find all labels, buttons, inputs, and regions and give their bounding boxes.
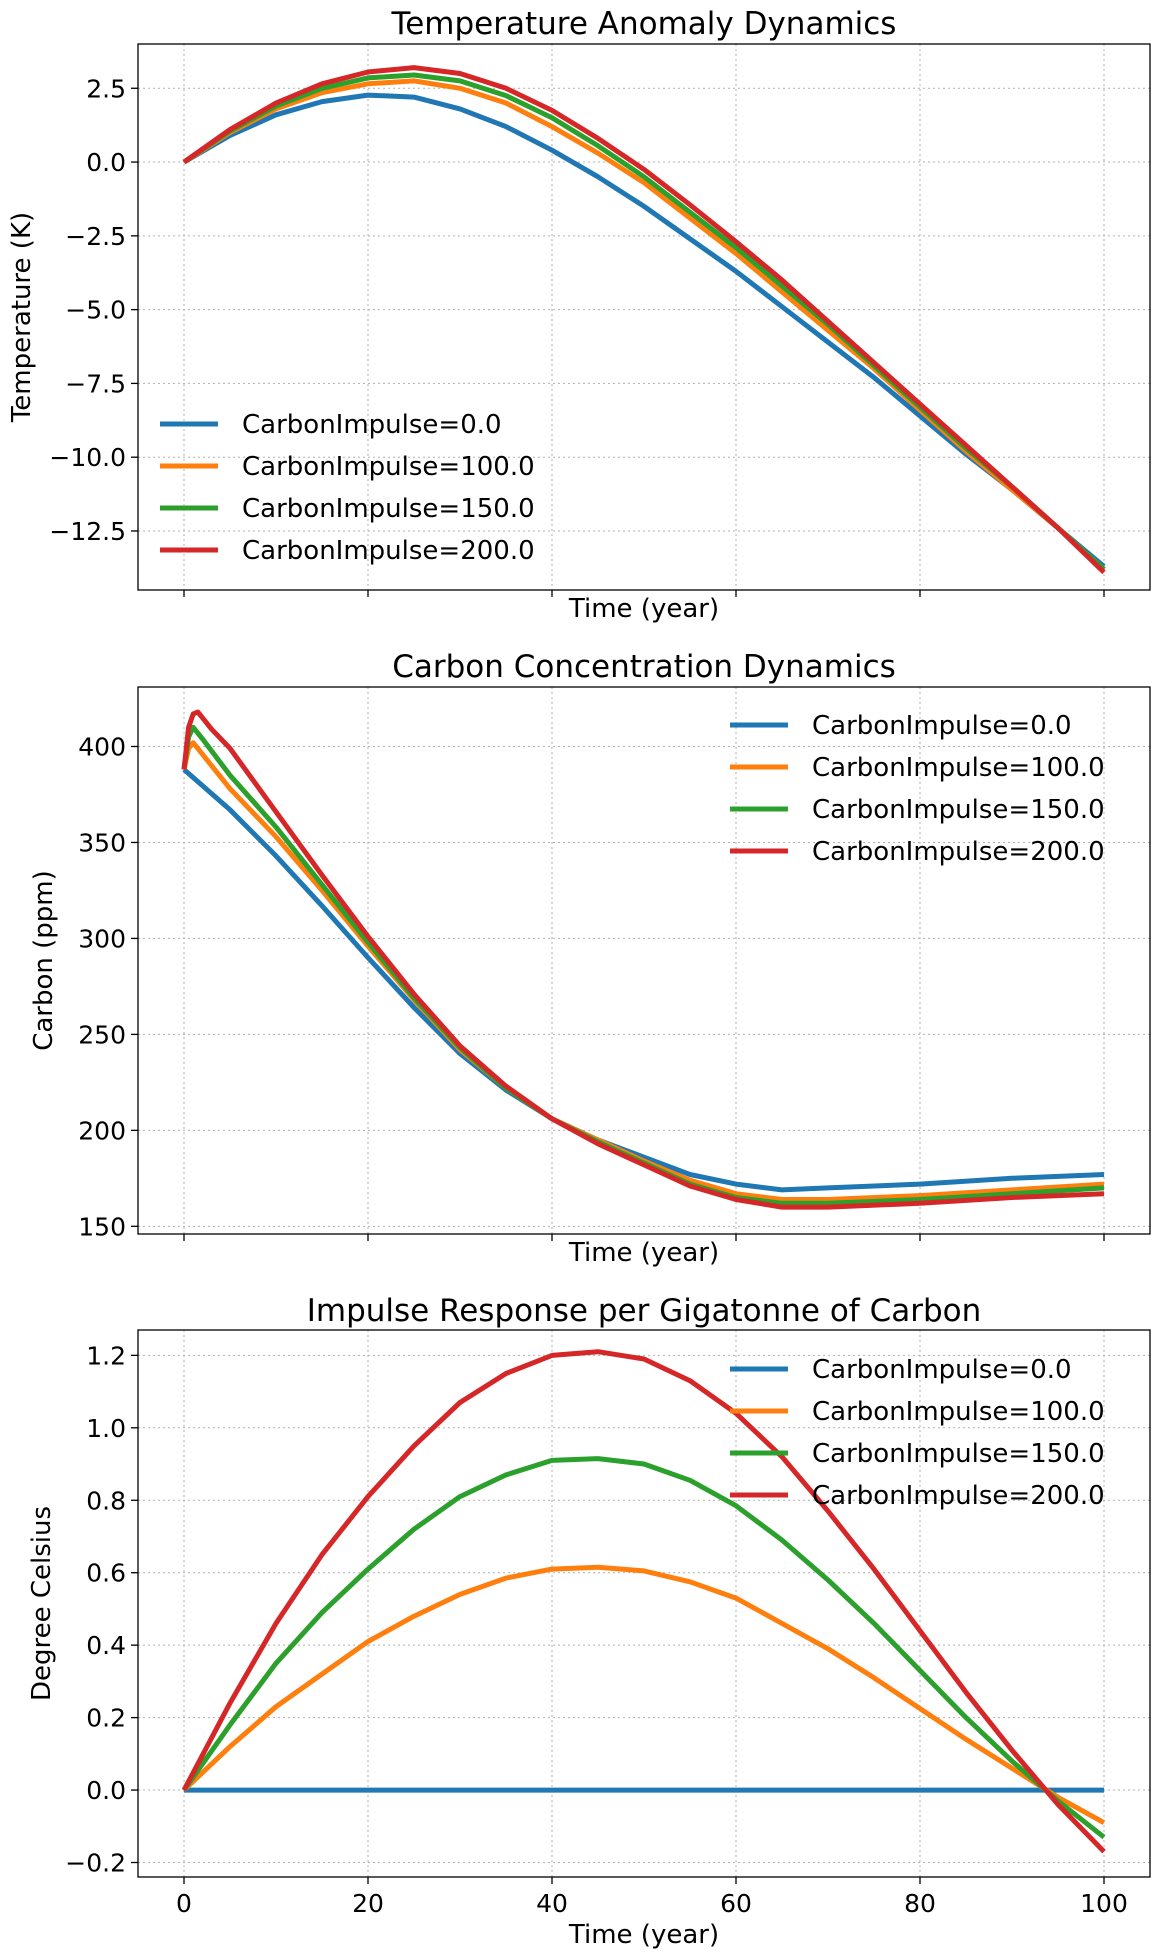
y-tick-label: 200 — [78, 1116, 126, 1145]
plot-frame — [137, 686, 1151, 1235]
series-line-200-0 — [181, 709, 1105, 1210]
legend-label: CarbonImpulse=100.0 — [242, 452, 535, 482]
legend: CarbonImpulse=0.0 CarbonImpulse=100.0 Carb… — [730, 1355, 1105, 1511]
series-group — [181, 1349, 1106, 1854]
y-tick-label: 0.0 — [86, 1776, 126, 1805]
y-tick-label: 400 — [78, 732, 126, 761]
y-tick-label: −10.0 — [49, 443, 126, 472]
y-tick-label: 300 — [78, 924, 126, 953]
legend-label: CarbonImpulse=150.0 — [812, 795, 1105, 825]
y-axis-label: Temperature (K) — [7, 212, 37, 423]
legend-label: CarbonImpulse=0.0 — [812, 1355, 1072, 1385]
y-axis-label: Degree Celsius — [27, 1506, 57, 1701]
y-tick-label: 0.2 — [86, 1704, 126, 1733]
legend-label: CarbonImpulse=200.0 — [812, 837, 1105, 867]
y-tick-label: 2.5 — [86, 74, 126, 103]
legend: CarbonImpulse=0.0 CarbonImpulse=100.0 Carb… — [730, 711, 1105, 867]
x-axis-label: Time (year) — [568, 1920, 719, 1950]
legend: CarbonImpulse=0.0 CarbonImpulse=100.0 Carb… — [160, 410, 535, 566]
series-line-150-0 — [181, 1456, 1106, 1840]
series-line-0-0 — [182, 767, 1105, 1193]
chart-title: Temperature Anomaly Dynamics — [391, 6, 897, 42]
y-tick-label: 0.4 — [86, 1631, 126, 1660]
y-tick-label: −5.0 — [65, 296, 126, 325]
series-line-200-0 — [182, 65, 1106, 575]
y-tick-label: −7.5 — [65, 369, 126, 398]
y-tick-label: 1.0 — [86, 1414, 126, 1443]
y-tick-label: 350 — [78, 828, 126, 857]
y-axis-label: Carbon (ppm) — [29, 870, 59, 1051]
legend-label: CarbonImpulse=100.0 — [812, 1397, 1105, 1427]
x-tick-label: 80 — [904, 1889, 936, 1918]
series-group — [181, 709, 1105, 1210]
chart-panel-1: 2.5 0.0 −2.5 −5.0 −7.5 −10.0 −12.5 Temperature … — [7, 6, 1151, 624]
x-tick-label: 60 — [720, 1889, 752, 1918]
y-tick-label: 0.6 — [86, 1559, 126, 1588]
legend-label: CarbonImpulse=200.0 — [812, 1481, 1105, 1511]
x-tick-label: 20 — [352, 1889, 384, 1918]
y-tick-label: −12.5 — [49, 517, 126, 546]
x-tick-label: 100 — [1080, 1889, 1128, 1918]
x-axis-label: Time (year) — [568, 1238, 719, 1268]
legend-label: CarbonImpulse=150.0 — [812, 1439, 1105, 1469]
series-line-0-0 — [182, 92, 1106, 569]
series-line-200-0 — [181, 1349, 1106, 1854]
chart-panel-2: 400 350 300 250 200 150 Carbon Concentration D… — [29, 649, 1151, 1268]
y-tick-label: 250 — [78, 1020, 126, 1049]
legend-label: CarbonImpulse=200.0 — [242, 536, 535, 566]
y-tick-label: 150 — [78, 1212, 126, 1241]
plot-frame — [137, 43, 1151, 591]
legend-label: CarbonImpulse=100.0 — [812, 753, 1105, 783]
series-group — [182, 65, 1106, 575]
y-tick-label: 0.0 — [86, 148, 126, 177]
y-tick-label: 0.8 — [86, 1486, 126, 1515]
chart-title: Impulse Response per Gigatonne of Carbon — [307, 1293, 982, 1329]
y-tick-label: −0.2 — [65, 1849, 126, 1878]
plot-frame — [137, 1329, 1151, 1878]
x-axis-label: Time (year) — [568, 594, 719, 624]
legend-label: CarbonImpulse=150.0 — [242, 494, 535, 524]
y-tick-label: −2.5 — [65, 222, 126, 251]
legend-label: CarbonImpulse=0.0 — [242, 410, 502, 440]
x-tick-label: 40 — [536, 1889, 568, 1918]
chart-title: Carbon Concentration Dynamics — [392, 649, 896, 685]
x-tick-label: 0 — [176, 1889, 192, 1918]
chart-panel-3: 0 20 40 60 80 100 1.2 1.0 0.8 0.6 0.4 0.2 0.0 −0.2 Imp… — [27, 1293, 1151, 1950]
series-line-100-0 — [182, 1564, 1106, 1825]
legend-label: CarbonImpulse=0.0 — [812, 711, 1072, 741]
y-tick-label: 1.2 — [86, 1341, 126, 1370]
